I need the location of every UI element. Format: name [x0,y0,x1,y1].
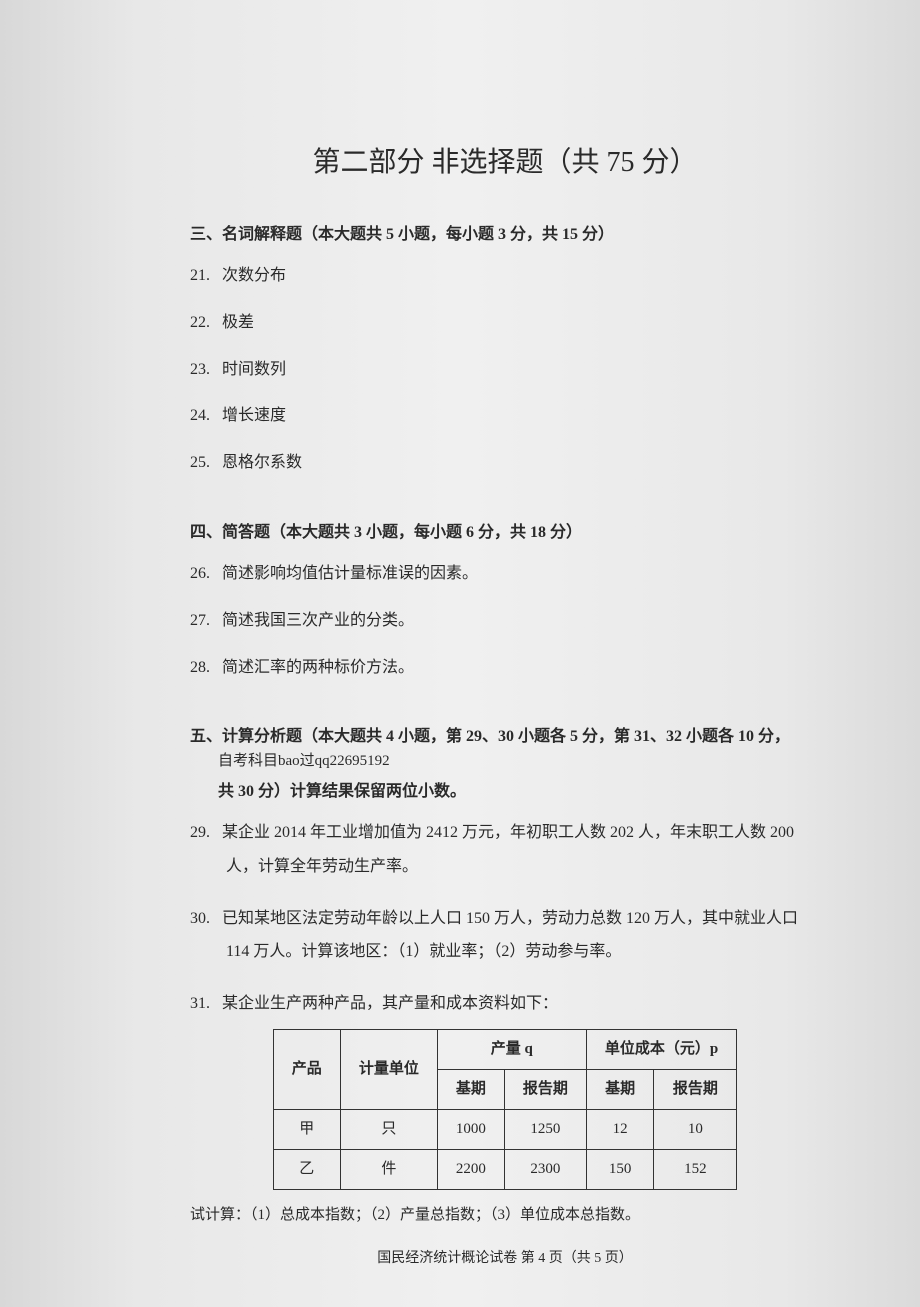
cell-p1-b: 152 [654,1149,737,1189]
cell-q1-a: 1250 [504,1109,586,1149]
cell-unit-b: 件 [340,1149,437,1189]
q25-num: 25. [190,449,218,478]
th-qty: 产量 q [437,1029,586,1069]
th-q-report: 报告期 [504,1069,586,1109]
q31-intro: 某企业生产两种产品，其产量和成本资料如下： [222,995,558,1012]
page-footer: 国民经济统计概论试卷 第 4 页（共 5 页） [190,1247,820,1267]
q29-line2: 人，计算全年劳动生产率。 [226,848,820,886]
question-24: 24. 增长速度 [190,402,820,431]
q28-text: 简述汇率的两种标价方法。 [222,659,414,676]
section-4-title: 四、简答题（本大题共 3 小题，每小题 6 分，共 18 分） [190,518,820,542]
section-5-title-line1: 五、计算分析题（本大题共 4 小题，第 29、30 小题各 5 分，第 31、3… [190,722,820,746]
question-31: 31. 某企业生产两种产品，其产量和成本资料如下： 产品 计量单位 产量 q 单… [190,990,820,1229]
th-cost-text: 单位成本（元）p [605,1041,718,1057]
q26-num: 26. [190,560,218,589]
section-3-title: 三、名词解释题（本大题共 5 小题，每小题 3 分，共 15 分） [190,220,820,244]
th-q-base: 基期 [437,1069,504,1109]
th-product: 产品 [273,1029,340,1109]
th-p-report: 报告期 [654,1069,737,1109]
q31-footer: 试计算：（1）总成本指数；（2）产量总指数；（3）单位成本总指数。 [190,1202,820,1229]
q28-num: 28. [190,654,218,683]
q26-text: 简述影响均值估计量标准误的因素。 [222,565,478,582]
q30-line2: 114 万人。计算该地区：（1）就业率；（2）劳动参与率。 [226,933,820,971]
cell-unit-a: 只 [340,1109,437,1149]
th-unit: 计量单位 [340,1029,437,1109]
cell-q0-b: 2200 [437,1149,504,1189]
question-25: 25. 恩格尔系数 [190,449,820,478]
question-30: 30. 已知某地区法定劳动年龄以上人口 150 万人，劳动力总数 120 万人，… [190,905,820,972]
question-21: 21. 次数分布 [190,262,820,291]
question-28: 28. 简述汇率的两种标价方法。 [190,654,820,683]
section-5-title-line2: 共 30 分）计算结果保留两位小数。 [218,777,820,801]
cell-p1-a: 10 [654,1109,737,1149]
q23-text: 时间数列 [222,361,286,378]
cell-p0-b: 150 [586,1149,654,1189]
cell-q0-a: 1000 [437,1109,504,1149]
exam-page: 第二部分 非选择题（共 75 分） 三、名词解释题（本大题共 5 小题，每小题 … [0,0,920,1307]
cell-product-b: 乙 [273,1149,340,1189]
q21-num: 21. [190,262,218,291]
question-27: 27. 简述我国三次产业的分类。 [190,607,820,636]
q22-text: 极差 [222,314,254,331]
section-5-block: 五、计算分析题（本大题共 4 小题，第 29、30 小题各 5 分，第 31、3… [190,722,820,801]
q30-num: 30. [190,905,218,934]
q23-num: 23. [190,356,218,385]
cell-p0-a: 12 [586,1109,654,1149]
section-5-note: 自考科目bao过qq22695192 [218,748,820,775]
q31-num: 31. [190,990,218,1019]
question-26: 26. 简述影响均值估计量标准误的因素。 [190,560,820,589]
question-29: 29. 某企业 2014 年工业增加值为 2412 万元，年初职工人数 202 … [190,819,820,886]
table-row: 甲 只 1000 1250 12 10 [273,1109,736,1149]
cell-q1-b: 2300 [504,1149,586,1189]
q22-num: 22. [190,309,218,338]
th-qty-text: 产量 q [491,1041,533,1057]
table-header-row1: 产品 计量单位 产量 q 单位成本（元）p [273,1029,736,1069]
q27-text: 简述我国三次产业的分类。 [222,612,414,629]
q30-line1: 已知某地区法定劳动年龄以上人口 150 万人，劳动力总数 120 万人，其中就业… [222,910,798,927]
th-p-base: 基期 [586,1069,654,1109]
question-23: 23. 时间数列 [190,356,820,385]
q29-line1: 某企业 2014 年工业增加值为 2412 万元，年初职工人数 202 人，年末… [222,824,794,841]
question-22: 22. 极差 [190,309,820,338]
q29-num: 29. [190,819,218,848]
q24-text: 增长速度 [222,407,286,424]
q21-text: 次数分布 [222,267,286,284]
q24-num: 24. [190,402,218,431]
cell-product-a: 甲 [273,1109,340,1149]
q25-text: 恩格尔系数 [222,454,302,471]
table-row: 乙 件 2200 2300 150 152 [273,1149,736,1189]
q31-table: 产品 计量单位 产量 q 单位成本（元）p 基期 报告期 基期 报告期 甲 只 … [273,1029,737,1190]
part-title: 第二部分 非选择题（共 75 分） [190,140,820,180]
q27-num: 27. [190,607,218,636]
th-cost: 单位成本（元）p [586,1029,736,1069]
